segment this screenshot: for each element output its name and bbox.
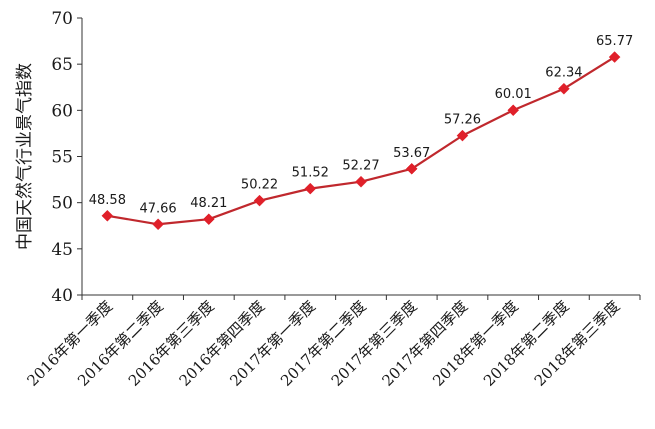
series-layer	[101, 51, 621, 231]
series-line	[107, 56, 616, 226]
data-label: 48.58	[89, 193, 126, 208]
x-tick-label: 2016年第一季度	[23, 297, 116, 390]
x-tick-label: 2017年第一季度	[226, 297, 319, 390]
x-tick-label: 2018年第一季度	[429, 297, 522, 390]
x-tick-label: 2017年第二季度	[277, 297, 370, 390]
x-tick-label: 2017年第四季度	[379, 297, 472, 390]
x-axis-ticks: 2016年第一季度2016年第二季度2016年第三季度2016年第四季度2017…	[23, 295, 641, 390]
x-tick-label: 2016年第三季度	[125, 297, 218, 390]
data-label: 50.22	[241, 178, 278, 193]
y-axis-ticks: 40 45 50 55 60 65 70	[51, 9, 82, 306]
y-axis-title: 中国天然气行业景气指数	[15, 63, 35, 250]
axes	[81, 18, 640, 296]
data-point	[101, 209, 114, 222]
y-tick-label: 40	[51, 286, 73, 306]
x-tick-label: 2016年第四季度	[176, 297, 269, 390]
y-tick-label: 50	[51, 194, 73, 214]
x-tick-label: 2017年第三季度	[328, 297, 421, 390]
y-tick-label: 70	[51, 9, 73, 29]
data-point	[304, 182, 317, 195]
x-tick-label: 2018年第二季度	[480, 297, 573, 390]
data-label: 51.52	[292, 166, 329, 181]
data-label: 60.01	[495, 87, 532, 102]
y-tick-label: 60	[51, 101, 73, 121]
data-label: 48.21	[190, 196, 227, 211]
y-tick-label: 65	[51, 55, 73, 75]
data-point	[456, 129, 469, 142]
data-point	[355, 175, 367, 188]
x-tick-label: 2018年第三季度	[531, 297, 624, 390]
data-label: 62.34	[545, 66, 582, 81]
x-tick-label: 2016年第二季度	[74, 297, 167, 390]
data-point	[152, 218, 164, 231]
data-label: 53.67	[393, 146, 430, 161]
y-tick-label: 45	[51, 240, 73, 260]
data-label: 57.26	[444, 113, 481, 128]
data-point	[405, 162, 418, 175]
y-tick-label: 55	[51, 148, 73, 168]
data-point	[608, 51, 621, 63]
data-point	[202, 213, 215, 226]
data-label: 47.66	[139, 201, 176, 216]
data-labels: 48.58 47.66 48.21 50.22 51.52 52.27 53.67 57.26…	[89, 34, 633, 216]
data-label: 65.77	[596, 34, 633, 49]
data-label: 52.27	[342, 159, 379, 174]
data-point	[507, 104, 520, 117]
data-point	[253, 194, 266, 207]
data-point	[558, 82, 570, 95]
